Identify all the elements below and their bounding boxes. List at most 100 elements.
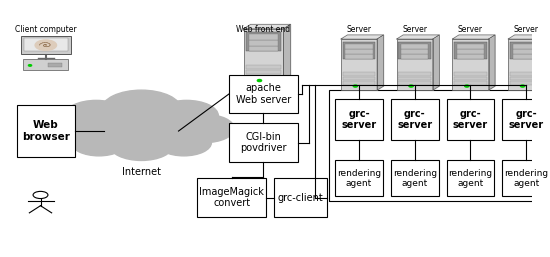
FancyBboxPatch shape xyxy=(399,42,431,59)
FancyBboxPatch shape xyxy=(399,77,431,80)
Polygon shape xyxy=(508,35,550,39)
FancyBboxPatch shape xyxy=(245,32,282,51)
FancyBboxPatch shape xyxy=(457,54,484,59)
Text: Web front end: Web front end xyxy=(236,25,290,34)
FancyBboxPatch shape xyxy=(345,49,372,54)
FancyBboxPatch shape xyxy=(345,44,372,49)
Text: Server: Server xyxy=(346,25,371,34)
FancyBboxPatch shape xyxy=(16,105,75,157)
FancyBboxPatch shape xyxy=(510,81,542,85)
Text: CGI-bin
povdriver: CGI-bin povdriver xyxy=(240,132,287,153)
Circle shape xyxy=(64,100,128,131)
Text: grc-client: grc-client xyxy=(278,192,323,203)
FancyBboxPatch shape xyxy=(48,63,62,67)
FancyBboxPatch shape xyxy=(401,49,428,54)
Circle shape xyxy=(83,108,168,149)
FancyBboxPatch shape xyxy=(245,76,282,79)
FancyBboxPatch shape xyxy=(447,99,494,140)
Polygon shape xyxy=(488,35,495,90)
FancyBboxPatch shape xyxy=(343,72,375,76)
FancyBboxPatch shape xyxy=(249,40,278,46)
FancyBboxPatch shape xyxy=(341,39,377,90)
Text: Internet: Internet xyxy=(122,167,161,177)
Text: rendering
agent: rendering agent xyxy=(393,169,437,188)
FancyBboxPatch shape xyxy=(244,29,283,85)
FancyBboxPatch shape xyxy=(508,39,544,90)
Circle shape xyxy=(176,114,234,143)
FancyBboxPatch shape xyxy=(397,39,433,90)
FancyBboxPatch shape xyxy=(513,49,540,54)
Circle shape xyxy=(109,130,173,160)
Text: Client computer: Client computer xyxy=(15,25,76,34)
Circle shape xyxy=(156,129,211,156)
FancyBboxPatch shape xyxy=(513,54,540,59)
Text: grc-
server: grc- server xyxy=(453,109,488,130)
Circle shape xyxy=(115,108,200,149)
FancyBboxPatch shape xyxy=(510,42,542,59)
FancyBboxPatch shape xyxy=(229,75,298,113)
Circle shape xyxy=(353,85,358,87)
FancyBboxPatch shape xyxy=(343,77,375,80)
FancyBboxPatch shape xyxy=(249,34,278,40)
FancyBboxPatch shape xyxy=(401,54,428,59)
FancyBboxPatch shape xyxy=(454,81,487,85)
Circle shape xyxy=(520,85,525,87)
FancyBboxPatch shape xyxy=(274,178,327,217)
FancyBboxPatch shape xyxy=(401,44,428,49)
FancyBboxPatch shape xyxy=(245,70,282,74)
FancyBboxPatch shape xyxy=(245,65,282,69)
FancyBboxPatch shape xyxy=(502,99,550,140)
Text: grc-
server: grc- server xyxy=(342,109,377,130)
Text: ImageMagick
convert: ImageMagick convert xyxy=(199,187,264,208)
FancyBboxPatch shape xyxy=(24,38,68,51)
Polygon shape xyxy=(453,35,495,39)
Polygon shape xyxy=(544,35,550,90)
Polygon shape xyxy=(341,35,383,39)
FancyBboxPatch shape xyxy=(23,59,68,70)
Polygon shape xyxy=(283,24,290,85)
FancyBboxPatch shape xyxy=(510,72,542,76)
Circle shape xyxy=(29,65,31,66)
Polygon shape xyxy=(397,35,439,39)
FancyBboxPatch shape xyxy=(454,72,487,76)
FancyBboxPatch shape xyxy=(457,49,484,54)
FancyBboxPatch shape xyxy=(453,39,488,90)
Polygon shape xyxy=(377,35,383,90)
Text: Server: Server xyxy=(458,25,483,34)
FancyBboxPatch shape xyxy=(391,99,438,140)
FancyBboxPatch shape xyxy=(249,46,278,51)
Text: apache
Web server: apache Web server xyxy=(236,83,291,105)
Text: Web
browser: Web browser xyxy=(22,120,70,142)
FancyBboxPatch shape xyxy=(457,44,484,49)
FancyBboxPatch shape xyxy=(20,36,71,54)
Circle shape xyxy=(257,79,262,81)
FancyBboxPatch shape xyxy=(454,42,487,59)
FancyBboxPatch shape xyxy=(335,99,383,140)
FancyBboxPatch shape xyxy=(399,72,431,76)
Circle shape xyxy=(72,129,126,156)
FancyBboxPatch shape xyxy=(399,81,431,85)
FancyBboxPatch shape xyxy=(335,160,383,196)
Circle shape xyxy=(48,114,107,143)
FancyBboxPatch shape xyxy=(343,81,375,85)
Text: grc-
server: grc- server xyxy=(509,109,544,130)
Polygon shape xyxy=(244,24,290,29)
FancyBboxPatch shape xyxy=(513,44,540,49)
Text: rendering
agent: rendering agent xyxy=(504,169,548,188)
Circle shape xyxy=(155,100,218,131)
Text: rendering
agent: rendering agent xyxy=(448,169,492,188)
FancyBboxPatch shape xyxy=(345,54,372,59)
FancyBboxPatch shape xyxy=(391,160,438,196)
Text: grc-
server: grc- server xyxy=(397,109,432,130)
Text: rendering
agent: rendering agent xyxy=(337,169,381,188)
Text: Server: Server xyxy=(402,25,427,34)
Circle shape xyxy=(35,40,57,50)
FancyBboxPatch shape xyxy=(447,160,494,196)
FancyBboxPatch shape xyxy=(510,77,542,80)
Circle shape xyxy=(409,85,413,87)
Polygon shape xyxy=(433,35,439,90)
Circle shape xyxy=(465,85,469,87)
FancyBboxPatch shape xyxy=(343,42,375,59)
FancyBboxPatch shape xyxy=(197,178,266,217)
FancyBboxPatch shape xyxy=(454,77,487,80)
